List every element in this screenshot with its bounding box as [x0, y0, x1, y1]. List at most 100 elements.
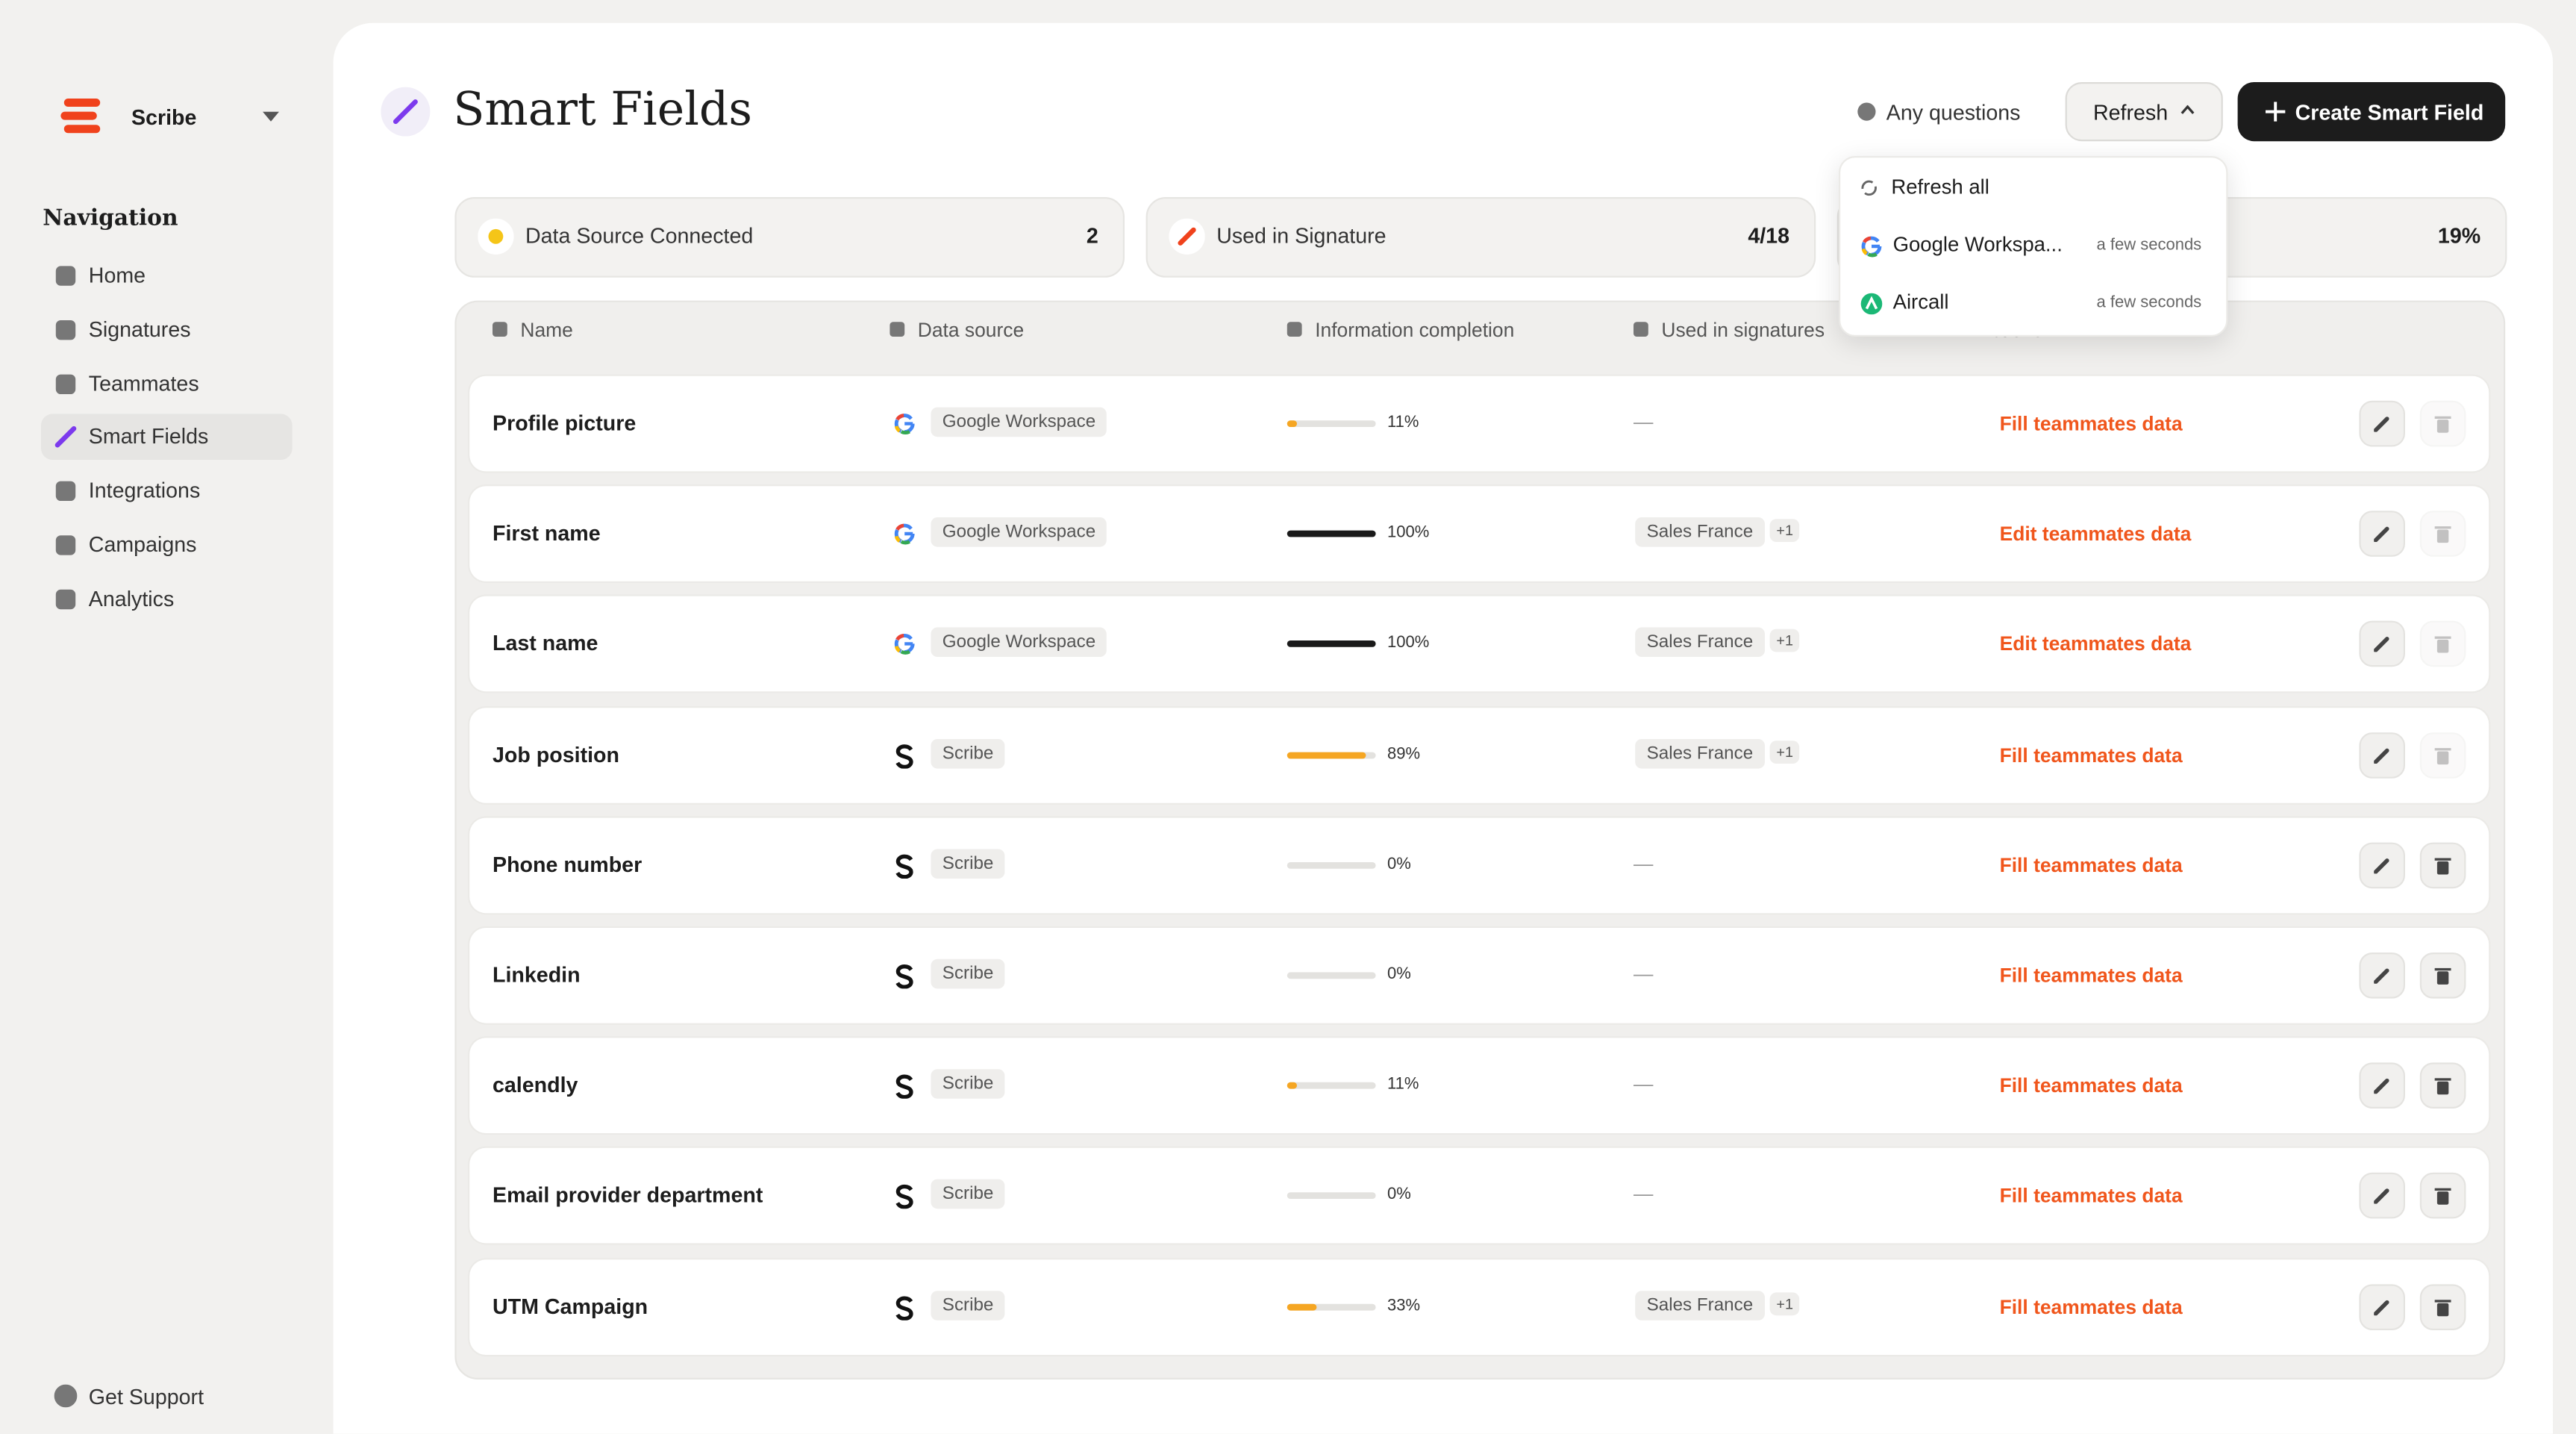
- action-link[interactable]: Fill teammates data: [1999, 1074, 2183, 1098]
- stat-icon: [478, 218, 514, 255]
- refresh-button[interactable]: [2065, 82, 2223, 142]
- table-row[interactable]: [469, 486, 2489, 582]
- nav-icon: [55, 373, 76, 394]
- delete-icon: [2434, 858, 2451, 875]
- edit-icon: [2374, 1189, 2389, 1205]
- edit-icon: [2374, 1299, 2389, 1315]
- delete-icon: [2434, 747, 2451, 764]
- column-icon: [1634, 322, 1648, 337]
- delete-icon: [2434, 526, 2451, 543]
- used-none: —: [1634, 1073, 1654, 1096]
- help-icon: [1857, 102, 1876, 121]
- progress-bar: [1287, 640, 1376, 648]
- stat-label: Used in Signature: [1216, 223, 1387, 249]
- nav-item[interactable]: Home: [88, 263, 146, 287]
- edit-icon: [2374, 747, 2389, 764]
- delete-icon: [2434, 1188, 2451, 1206]
- get-support[interactable]: Get Support: [88, 1384, 204, 1409]
- edit-button[interactable]: [2359, 1173, 2405, 1220]
- column-header: Information completion: [1315, 318, 1515, 342]
- delete-button: [2419, 732, 2466, 778]
- source-icon: [1860, 292, 1883, 314]
- field-name: Job position: [493, 741, 620, 767]
- completion-label: 89%: [1387, 744, 1421, 764]
- table-row[interactable]: [469, 1259, 2489, 1355]
- stat-card: [1145, 197, 1816, 278]
- edit-icon: [2374, 1079, 2389, 1094]
- delete-icon: [2434, 967, 2451, 985]
- nav-item[interactable]: Analytics: [88, 585, 175, 611]
- source-icon: [895, 744, 913, 768]
- logo: [60, 99, 101, 134]
- edit-button[interactable]: [2359, 400, 2405, 447]
- edit-button[interactable]: [2359, 511, 2405, 558]
- stat-value: 19%: [2437, 223, 2481, 249]
- source-pill: Scribe: [931, 1069, 1005, 1100]
- progress-track: [1287, 420, 1376, 427]
- table-row[interactable]: [469, 817, 2489, 913]
- nav-item[interactable]: Signatures: [88, 317, 191, 342]
- workspace[interactable]: Scribe: [131, 105, 197, 130]
- completion-label: 100%: [1387, 524, 1430, 543]
- delete-icon: [2434, 637, 2451, 654]
- column-header: Used in signatures: [1661, 318, 1825, 342]
- used-none: —: [1634, 962, 1654, 985]
- delete-icon: [2434, 1299, 2451, 1316]
- completion-label: 0%: [1387, 965, 1411, 984]
- any-questions[interactable]: Any questions: [1886, 100, 2021, 125]
- action-link[interactable]: Edit teammates data: [1999, 523, 2192, 546]
- signature-more: +1: [1769, 519, 1800, 543]
- action-link[interactable]: Fill teammates data: [1999, 1185, 2183, 1208]
- nav-item[interactable]: Campaigns: [88, 531, 197, 557]
- field-name: First name: [493, 520, 601, 546]
- edit-icon: [2374, 637, 2389, 653]
- action-link[interactable]: Fill teammates data: [1999, 964, 2183, 988]
- completion-label: 0%: [1387, 1186, 1411, 1205]
- table-row[interactable]: [469, 1038, 2489, 1134]
- plus: [2266, 102, 2286, 122]
- nav-icon: [55, 266, 76, 286]
- progress-track: [1287, 861, 1376, 869]
- action-link[interactable]: Fill teammates data: [1999, 412, 2183, 435]
- signature-tag: Sales France: [1635, 517, 1765, 548]
- edit-button[interactable]: [2359, 1062, 2405, 1109]
- nav-icon: [55, 589, 76, 609]
- action-link[interactable]: Fill teammates data: [1999, 853, 2183, 877]
- dropdown-source[interactable]: Aircall: [1892, 290, 1949, 314]
- dropdown-time: a few seconds: [2096, 236, 2202, 255]
- stat-label: Data Source Connected: [525, 223, 754, 249]
- refresh-all[interactable]: Refresh all: [1891, 175, 1989, 199]
- action-link[interactable]: Fill teammates data: [1999, 743, 2183, 767]
- nav-item[interactable]: Integrations: [88, 478, 201, 503]
- action-link[interactable]: Edit teammates data: [1999, 632, 2192, 656]
- source-icon: [895, 964, 913, 989]
- delete-button: [2419, 621, 2466, 668]
- source-icon: [894, 523, 915, 545]
- stat-icon: [1169, 218, 1205, 255]
- nav-icon: [55, 319, 76, 340]
- table-row[interactable]: [469, 375, 2489, 472]
- table-row[interactable]: [469, 596, 2489, 693]
- action-link[interactable]: Fill teammates data: [1999, 1294, 2183, 1318]
- source-icon: [895, 1074, 913, 1100]
- nav-active-bg: [41, 414, 293, 461]
- nav-icon: [55, 535, 76, 555]
- edit-button[interactable]: [2359, 1283, 2405, 1330]
- source-pill: Scribe: [931, 738, 1005, 768]
- source-pill: Scribe: [931, 1179, 1005, 1210]
- dropdown-source[interactable]: Google Workspa...: [1892, 233, 2063, 257]
- completion-label: 11%: [1387, 414, 1419, 432]
- field-name: Last name: [493, 631, 598, 656]
- nav-item[interactable]: Teammates: [88, 370, 199, 396]
- column-header: Name: [520, 318, 573, 342]
- source-icon: [1861, 236, 1882, 258]
- table-row[interactable]: [469, 1148, 2489, 1244]
- table-row[interactable]: [469, 928, 2489, 1023]
- column-icon: [493, 322, 507, 337]
- nav-item[interactable]: Smart Fields: [88, 424, 209, 449]
- used-none: —: [1634, 411, 1654, 434]
- title-icon: [381, 87, 431, 137]
- table-row[interactable]: [469, 707, 2489, 802]
- progress-bar: [1287, 1303, 1316, 1310]
